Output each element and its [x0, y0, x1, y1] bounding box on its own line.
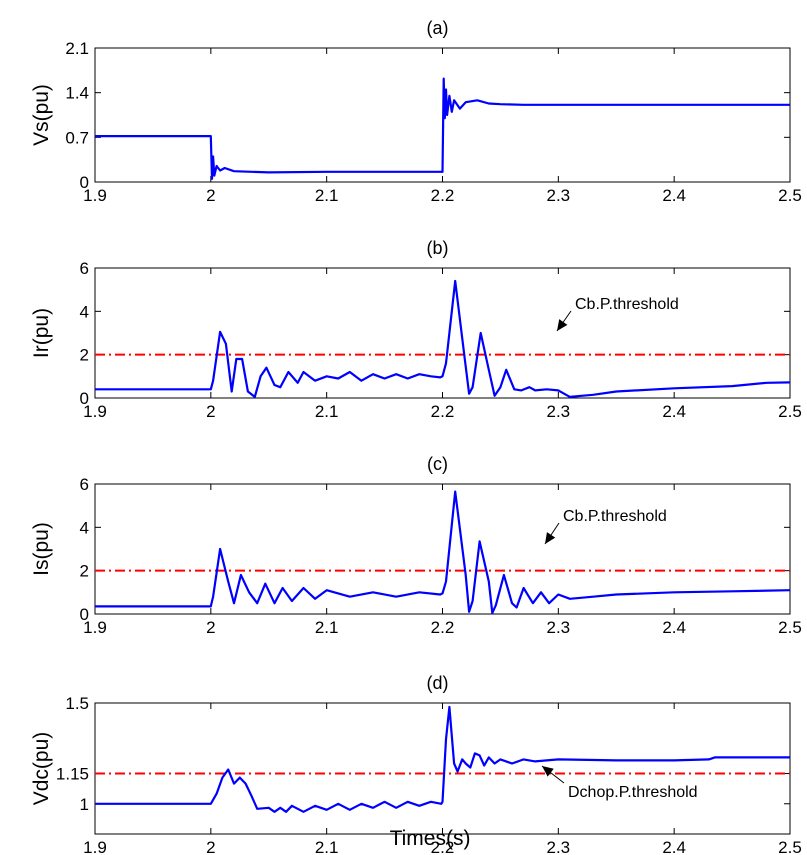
x-tick-label: 2.4 — [662, 838, 686, 855]
y-tick-label: 1.5 — [65, 694, 89, 713]
y-tick-label: 4 — [80, 302, 89, 321]
y-tick-label: 0 — [80, 605, 89, 624]
y-axis-label: Is(pu) — [30, 522, 53, 576]
chart-panel-d: (d) 1.9 2 2.1 2.2 2.3 2.4 2.5 1 1.15 1.5 Vdc(pu) Dch… — [30, 673, 802, 855]
x-tick-label: 2.5 — [778, 618, 802, 637]
x-tick-label: 2.5 — [778, 186, 802, 205]
x-tick-label: 2.2 — [431, 618, 455, 637]
x-tick-label: 1.9 — [83, 402, 107, 421]
x-tick-label: 2 — [206, 618, 215, 637]
y-tick-label: 4 — [80, 518, 89, 537]
x-tick-label: 2.3 — [547, 402, 571, 421]
y-axis-label: Vdc(pu) — [30, 732, 53, 806]
x-tick-label: 2.3 — [547, 838, 571, 855]
y-tick-label: 2 — [80, 562, 89, 581]
threshold-annotation: Cb.P.threshold — [563, 508, 667, 525]
x-tick-label: 2.3 — [547, 186, 571, 205]
panel-title: (b) — [427, 238, 449, 258]
y-tick-label: 6 — [80, 259, 89, 278]
x-axis-label: Times(s) — [390, 827, 471, 850]
plot-area — [94, 702, 791, 835]
x-tick-label: 2.3 — [547, 618, 571, 637]
x-tick-label: 2.4 — [662, 402, 686, 421]
threshold-annotation: Dchop.P.threshold — [568, 784, 698, 801]
series-line — [95, 705, 790, 813]
y-axis-label: Ir(pu) — [30, 308, 53, 358]
x-tick-label: 1.9 — [83, 838, 107, 855]
x-tick-label: 2.2 — [431, 186, 455, 205]
y-tick-label: 6 — [80, 475, 89, 494]
x-tick-label: 1.9 — [83, 618, 107, 637]
y-tick-label: 1.4 — [65, 84, 89, 103]
x-tick-label: 2.2 — [431, 838, 455, 855]
series-line — [95, 490, 791, 615]
x-tick-label: 2 — [206, 838, 215, 855]
x-tick-label: 2.1 — [315, 618, 339, 637]
annotation-arrow-head — [557, 319, 568, 331]
x-tick-label: 2 — [206, 402, 215, 421]
x-tick-label: 1.9 — [83, 186, 107, 205]
y-tick-label: 1.15 — [56, 765, 89, 784]
annotation-arrow-head — [542, 766, 554, 777]
y-tick-label: 2.1 — [65, 39, 89, 58]
x-tick-label: 2.4 — [662, 186, 686, 205]
chart-panel-c: (c) 1.9 2 2.1 2.2 2.3 2.4 2.5 0 2 4 6 Is(pu) Cb.P.thr… — [30, 454, 802, 637]
x-tick-label: 2.2 — [431, 402, 455, 421]
x-tick-label: 2.4 — [662, 618, 686, 637]
panel-title: (a) — [427, 18, 449, 38]
panel-title: (c) — [427, 454, 448, 474]
threshold-annotation: Cb.P.threshold — [575, 296, 679, 313]
x-tick-label: 2.1 — [315, 838, 339, 855]
panel-title: (d) — [427, 673, 449, 693]
y-tick-label: 0 — [80, 389, 89, 408]
y-axis-label: Vs(pu) — [30, 84, 53, 146]
y-tick-label: 0 — [80, 173, 89, 192]
x-tick-label: 2.5 — [778, 838, 802, 855]
x-tick-label: 2.1 — [315, 186, 339, 205]
series-line — [95, 279, 791, 398]
x-tick-label: 2 — [206, 186, 215, 205]
y-tick-label: 1 — [80, 795, 89, 814]
x-tick-label: 2.1 — [315, 402, 339, 421]
chart-panels: (a) 1.9 2 2.1 2.2 2.3 2.4 2.5 0 0.7 1.4 2.1 Vs(pu) (b… — [30, 18, 802, 855]
chart-panel-b: (b) 1.9 2 2.1 2.2 2.3 2.4 2.5 0 2 4 6 Ir(pu) Cb.P.thr… — [30, 238, 802, 421]
y-tick-label: 0.7 — [65, 128, 89, 147]
plot-area — [94, 267, 791, 399]
chart-panel-a: (a) 1.9 2 2.1 2.2 2.3 2.4 2.5 0 0.7 1.4 2.1 Vs(pu) — [30, 18, 802, 205]
y-tick-label: 2 — [80, 346, 89, 365]
x-tick-label: 2.5 — [778, 402, 802, 421]
annotation-arrow-head — [545, 532, 556, 544]
series-line — [95, 77, 790, 180]
